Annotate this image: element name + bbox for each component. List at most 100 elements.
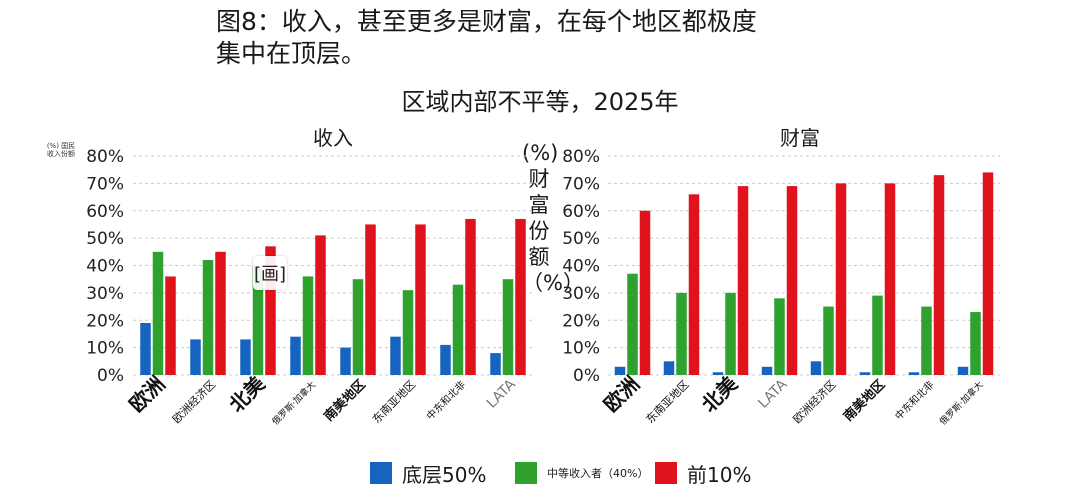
wealth-y-tick-label: 70% — [562, 174, 600, 194]
wealth-bar-middle40 — [725, 292, 736, 375]
headline-line-1: 图8：收入，甚至更多是财富，在每个地区都极度 — [216, 7, 757, 36]
income-bar-bottom50 — [140, 322, 151, 375]
wealth-bar-middle40 — [774, 298, 785, 375]
income-x-tick-label: 中东和北非 — [424, 378, 469, 423]
wealth-bar-middle40 — [627, 273, 638, 375]
wealth-bar-middle40 — [823, 306, 834, 375]
income-y-tick-label: 40% — [86, 257, 124, 277]
income-bar-bottom50 — [390, 336, 401, 375]
headline-line-2: 集中在顶层。 — [216, 39, 367, 68]
wealth-y-tick-label: 0% — [573, 366, 600, 386]
income-bar-top10 — [465, 218, 476, 375]
wealth-bar-middle40 — [921, 306, 932, 375]
wealth-y-tick-label: 30% — [562, 284, 600, 304]
income-bar-middle40 — [152, 251, 164, 375]
wealth-x-tick-label: 中东和北非 — [892, 378, 937, 423]
income-y-tick-label: 20% — [86, 311, 124, 331]
wealth-bar-top10 — [835, 183, 847, 375]
income-bar-middle40 — [302, 276, 314, 375]
income-x-tick-label: 北美 — [224, 371, 270, 417]
wealth-bar-top10 — [688, 194, 700, 375]
wealth-bar-top10 — [639, 210, 651, 375]
wealth-y-tick-label: 20% — [562, 311, 600, 331]
wealth-y-tick-label: 50% — [562, 229, 600, 249]
wealth-bar-top10 — [982, 172, 994, 375]
wealth-bar-top10 — [884, 183, 896, 375]
income-panel-title: 收入 — [313, 126, 353, 150]
income-bar-top10 — [315, 235, 326, 375]
income-y-tick-label: 50% — [86, 229, 124, 249]
income-x-tick-label: 欧洲经济区 — [169, 377, 218, 426]
income-y-tick-label: 0% — [97, 366, 124, 386]
income-y-tick-label: 80% — [86, 147, 124, 167]
income-y-tick-label: 30% — [86, 284, 124, 304]
wealth-bar-bottom50 — [957, 366, 969, 375]
screenshot-tool-glyph: [画] — [253, 264, 287, 285]
wealth-x-tick-label: 东南亚地区 — [644, 378, 692, 426]
income-x-tick-label: 南美地区 — [321, 377, 369, 425]
income-bar-bottom50 — [490, 353, 501, 375]
legend-label-bottom50: 底层50% — [402, 462, 487, 487]
legend-swatch-top10 — [655, 462, 677, 484]
income-x-tick-label: 东南亚地区 — [370, 378, 418, 426]
wealth-bar-bottom50 — [663, 361, 675, 375]
wealth-bar-middle40 — [676, 292, 687, 375]
income-bar-top10 — [515, 218, 526, 375]
wealth-bar-bottom50 — [614, 366, 626, 375]
income-x-tick-label: 俄罗斯·加拿大 — [269, 379, 318, 428]
wealth-bar-bottom50 — [761, 366, 773, 375]
income-bar-middle40 — [402, 290, 414, 375]
legend-swatch-middle40 — [515, 462, 537, 484]
legend-label-middle40: 中等收入者（40%） — [547, 467, 649, 480]
income-bar-top10 — [265, 246, 276, 375]
legend-item-bottom50: 底层50% — [370, 458, 486, 488]
income-y-tick-label: 70% — [86, 174, 124, 194]
income-x-tick-label: 欧洲 — [124, 372, 169, 417]
income-bar-bottom50 — [440, 344, 451, 375]
income-bar-top10 — [165, 276, 176, 375]
wealth-bar-top10 — [737, 186, 749, 375]
wealth-y-axis-label: (%)财富份额（%） — [522, 141, 584, 295]
wealth-bar-top10 — [933, 175, 945, 375]
wealth-x-tick-label: 北美 — [697, 371, 743, 417]
income-bar-bottom50 — [190, 339, 201, 375]
income-bar-bottom50 — [290, 336, 301, 375]
wealth-bar-bottom50 — [859, 372, 871, 375]
income-bar-bottom50 — [240, 339, 251, 375]
income-bar-middle40 — [502, 279, 514, 375]
wealth-panel-title: 财富 — [780, 126, 820, 150]
income-bar-bottom50 — [340, 347, 351, 375]
income-y-tick-label: 10% — [86, 339, 124, 359]
income-y-axis-label: (%) 国民收入份额 — [46, 142, 76, 158]
wealth-bar-bottom50 — [810, 361, 822, 375]
income-bar-top10 — [365, 224, 376, 375]
wealth-x-tick-label: 俄罗斯·加拿大 — [937, 379, 986, 428]
income-bar-top10 — [215, 251, 226, 375]
screenshot-tool-icon[interactable]: [画] — [253, 256, 287, 290]
wealth-x-tick-label: 欧洲 — [599, 372, 644, 417]
legend-label-top10: 前10% — [687, 462, 752, 487]
wealth-y-tick-label: 60% — [562, 202, 600, 222]
wealth-bar-top10 — [786, 186, 798, 375]
income-y-tick-label: 60% — [86, 202, 124, 222]
wealth-bar-middle40 — [872, 295, 883, 375]
income-bar-middle40 — [252, 265, 264, 375]
headline: 图8：收入，甚至更多是财富，在每个地区都极度 集中在顶层。 — [216, 6, 856, 70]
wealth-bar-middle40 — [970, 312, 981, 375]
wealth-y-tick-label: 80% — [562, 147, 600, 167]
legend-swatch-bottom50 — [370, 462, 392, 484]
wealth-x-tick-label: 欧洲经济区 — [790, 377, 839, 426]
wealth-bar-bottom50 — [712, 372, 724, 375]
chart-subtitle: 区域内部不平等，2025年 — [401, 88, 679, 116]
wealth-x-tick-label: 南美地区 — [840, 377, 888, 425]
legend-item-top10: 前10% — [655, 458, 751, 488]
income-bar-top10 — [415, 224, 426, 375]
legend-item-middle40: 中等收入者（40%） — [515, 458, 648, 488]
income-bar-middle40 — [202, 260, 214, 375]
income-bar-middle40 — [452, 284, 464, 375]
legend: 底层50% 中等收入者（40%） 前10% — [0, 458, 1080, 488]
income-x-tick-label: LATA — [484, 376, 519, 411]
wealth-y-tick-label: 40% — [562, 257, 600, 277]
income-bar-middle40 — [352, 279, 364, 375]
